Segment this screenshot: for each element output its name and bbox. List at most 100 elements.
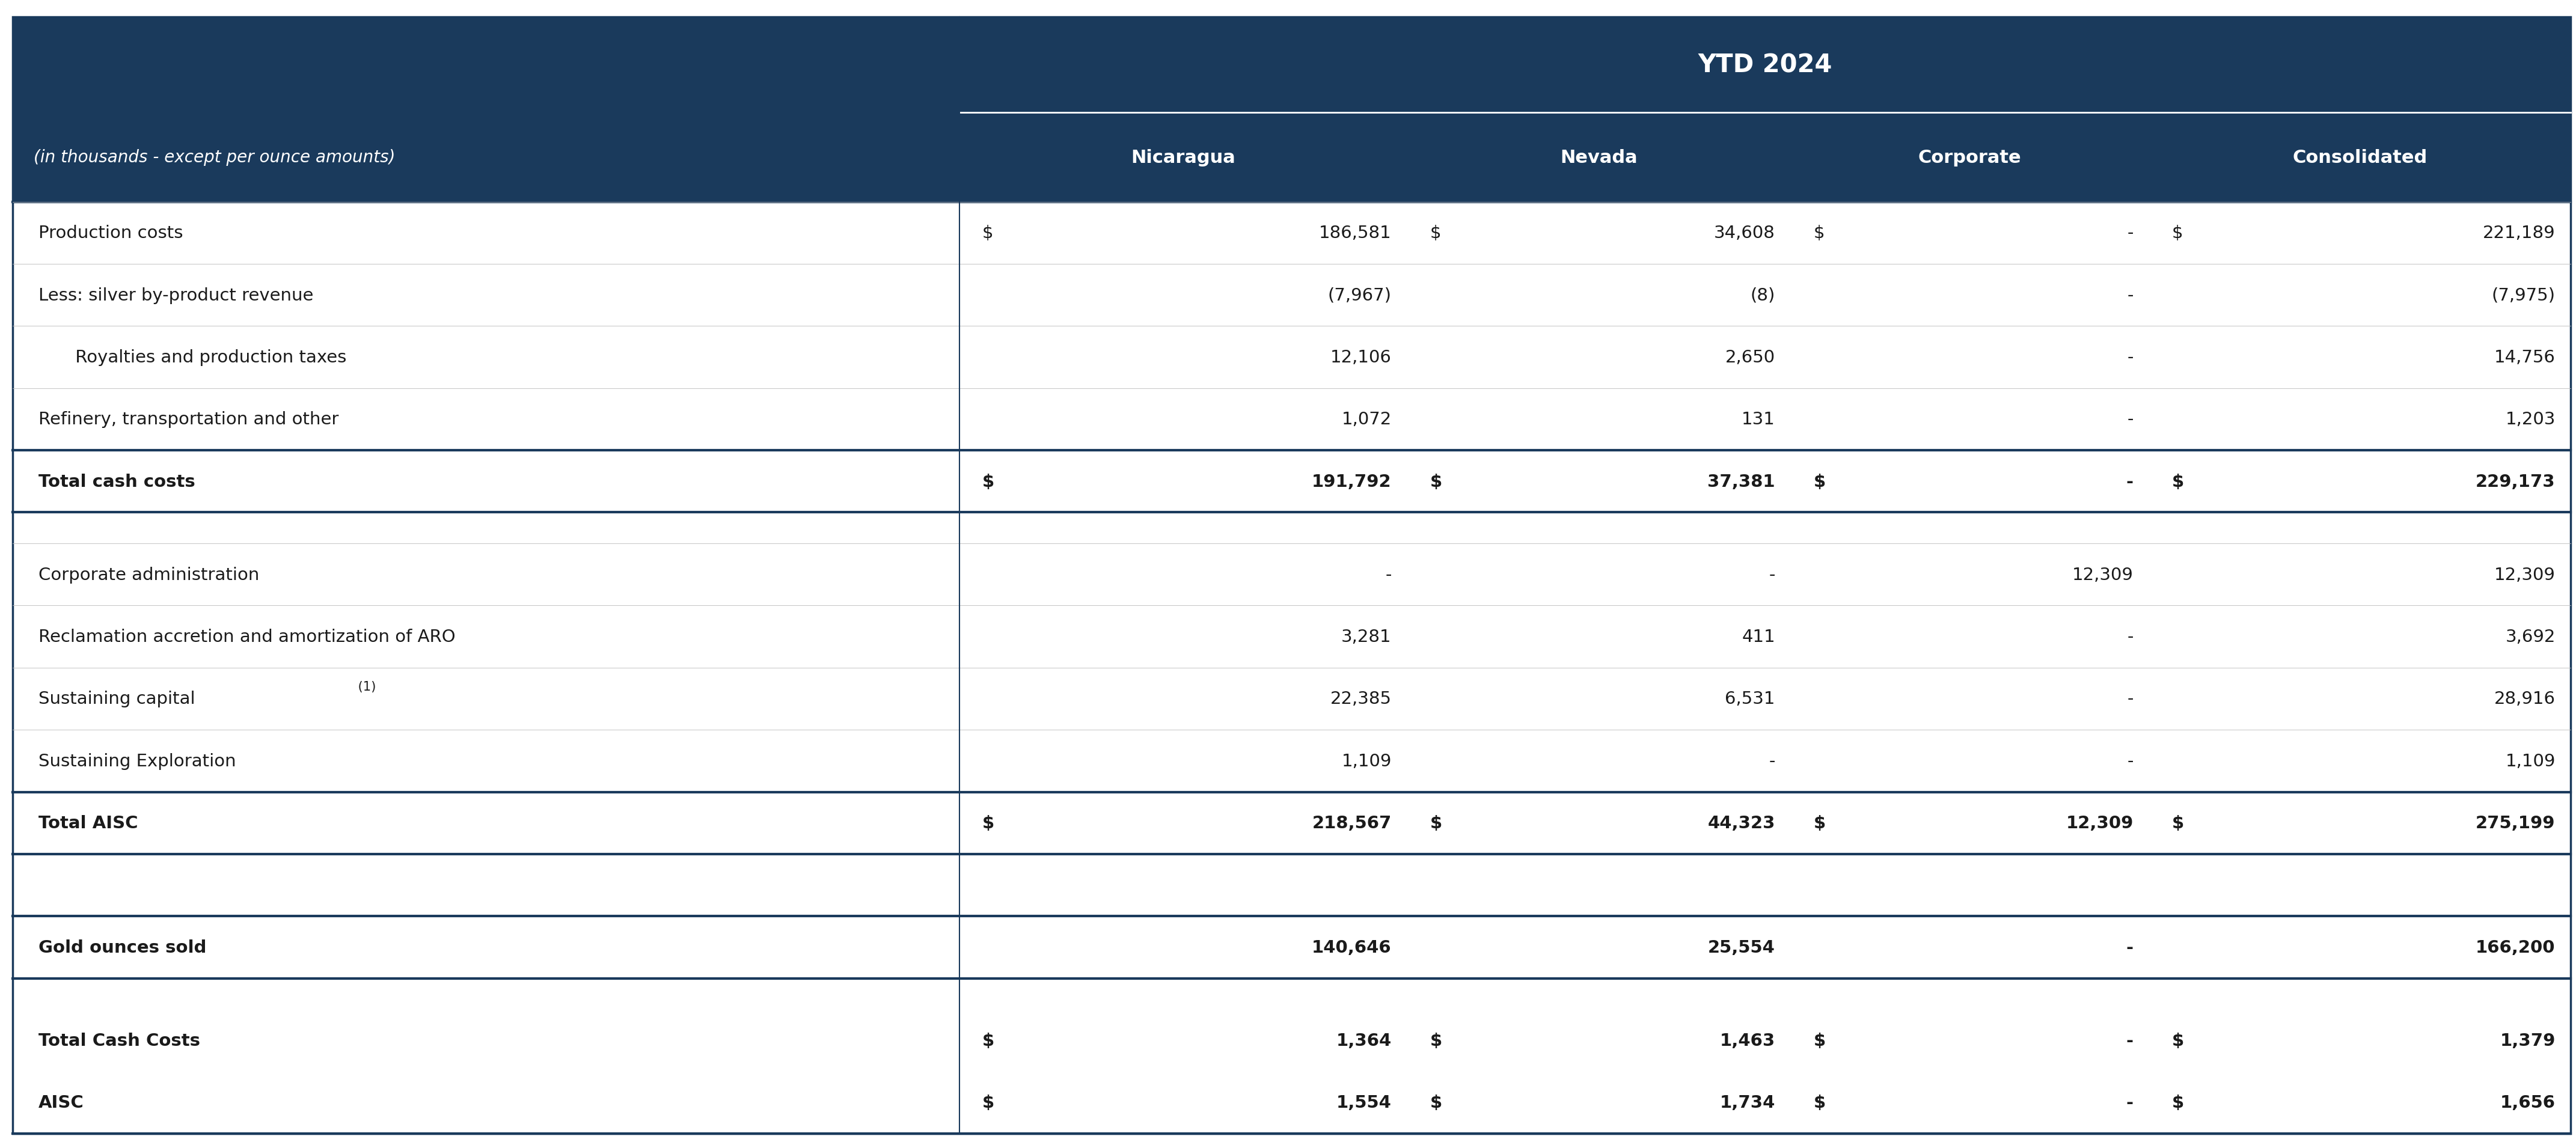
Text: (in thousands - except per ounce amounts): (in thousands - except per ounce amounts… (33, 149, 394, 166)
Text: -: - (2125, 1095, 2133, 1111)
Text: 12,309: 12,309 (2494, 567, 2555, 583)
Text: $: $ (1430, 224, 1440, 242)
Text: 12,309: 12,309 (2066, 815, 2133, 831)
Text: -: - (2128, 690, 2133, 708)
Text: $: $ (1814, 224, 1824, 242)
Text: (7,975): (7,975) (2491, 287, 2555, 303)
Text: Nevada: Nevada (1561, 149, 1638, 166)
Text: 37,381: 37,381 (1708, 473, 1775, 490)
Text: 14,756: 14,756 (2494, 349, 2555, 366)
Text: 275,199: 275,199 (2476, 815, 2555, 831)
Text: Corporate: Corporate (1919, 149, 2022, 166)
Text: 1,734: 1,734 (1721, 1095, 1775, 1111)
Text: $: $ (1814, 815, 1826, 831)
Text: Refinery, transportation and other: Refinery, transportation and other (39, 411, 340, 428)
Text: Consolidated: Consolidated (2293, 149, 2427, 166)
Bar (13, 112, 2571, 203)
Text: -: - (2125, 939, 2133, 956)
Text: -: - (1386, 567, 1391, 583)
Text: 22,385: 22,385 (1329, 690, 1391, 708)
Text: 1,554: 1,554 (1337, 1095, 1391, 1111)
Text: Total cash costs: Total cash costs (39, 473, 196, 490)
Text: -: - (2128, 411, 2133, 428)
Text: Reclamation accretion and amortization of ARO: Reclamation accretion and amortization o… (39, 629, 456, 646)
Text: Total AISC: Total AISC (39, 815, 139, 831)
Text: 229,173: 229,173 (2476, 473, 2555, 490)
Text: 1,463: 1,463 (1721, 1032, 1775, 1049)
Text: -: - (1770, 752, 1775, 769)
Text: Royalties and production taxes: Royalties and production taxes (70, 349, 345, 366)
Text: -: - (2128, 287, 2133, 303)
Text: 191,792: 191,792 (1311, 473, 1391, 490)
Text: 218,567: 218,567 (1311, 815, 1391, 831)
Text: $: $ (1814, 1095, 1826, 1111)
Bar (13, 792, 2571, 854)
Text: 411: 411 (1741, 629, 1775, 646)
Text: -: - (2125, 473, 2133, 490)
Text: $: $ (1430, 473, 1443, 490)
Text: 1,364: 1,364 (1337, 1032, 1391, 1049)
Bar (13, 326, 2571, 388)
Text: (8): (8) (1749, 287, 1775, 303)
Text: Nicaragua: Nicaragua (1131, 149, 1236, 166)
Text: 186,581: 186,581 (1319, 224, 1391, 242)
Bar (13, 451, 2571, 513)
Text: 1,109: 1,109 (2506, 752, 2555, 769)
Text: 166,200: 166,200 (2476, 939, 2555, 956)
Text: $: $ (1814, 473, 1826, 490)
Text: 1,656: 1,656 (2501, 1095, 2555, 1111)
Text: $: $ (2172, 224, 2182, 242)
Text: $: $ (981, 1095, 994, 1111)
Text: 131: 131 (1741, 411, 1775, 428)
Text: $: $ (1430, 1032, 1443, 1049)
Bar (13, 1072, 2571, 1134)
Text: Less: silver by-product revenue: Less: silver by-product revenue (39, 287, 314, 303)
Text: -: - (2128, 224, 2133, 242)
Text: $: $ (981, 815, 994, 831)
Text: (1): (1) (353, 680, 376, 693)
Text: $: $ (1430, 815, 1443, 831)
Text: Sustaining Exploration: Sustaining Exploration (39, 752, 237, 769)
Text: $: $ (2172, 1032, 2184, 1049)
Bar (13, 731, 2571, 792)
Text: $: $ (981, 473, 994, 490)
Bar (13, 606, 2571, 668)
Bar (13, 17, 2571, 112)
Text: 12,106: 12,106 (1329, 349, 1391, 366)
Text: Total Cash Costs: Total Cash Costs (39, 1032, 201, 1049)
Bar (13, 544, 2571, 606)
Text: 34,608: 34,608 (1713, 224, 1775, 242)
Text: -: - (1770, 567, 1775, 583)
Text: -: - (2128, 349, 2133, 366)
Text: AISC: AISC (39, 1095, 85, 1111)
Text: 28,916: 28,916 (2494, 690, 2555, 708)
Text: $: $ (981, 1032, 994, 1049)
Text: -: - (2128, 629, 2133, 646)
Text: 140,646: 140,646 (1311, 939, 1391, 956)
Text: 1,203: 1,203 (2506, 411, 2555, 428)
Bar (13, 668, 2571, 731)
Text: 3,281: 3,281 (1342, 629, 1391, 646)
Bar (13, 916, 2571, 978)
Bar (13, 1010, 2571, 1072)
Text: -: - (2128, 752, 2133, 769)
Text: (7,967): (7,967) (1327, 287, 1391, 303)
Text: 1,379: 1,379 (2499, 1032, 2555, 1049)
Text: Gold ounces sold: Gold ounces sold (39, 939, 206, 956)
Text: YTD 2024: YTD 2024 (1698, 53, 1832, 78)
Text: 3,692: 3,692 (2506, 629, 2555, 646)
Text: 1,109: 1,109 (1342, 752, 1391, 769)
Text: 6,531: 6,531 (1726, 690, 1775, 708)
Text: $: $ (1814, 1032, 1826, 1049)
Text: 25,554: 25,554 (1708, 939, 1775, 956)
Text: Corporate administration: Corporate administration (39, 567, 260, 583)
Text: 44,323: 44,323 (1708, 815, 1775, 831)
Text: $: $ (2172, 815, 2184, 831)
Text: 2,650: 2,650 (1726, 349, 1775, 366)
Text: Production costs: Production costs (39, 224, 183, 242)
Text: 221,189: 221,189 (2483, 224, 2555, 242)
Text: $: $ (1430, 1095, 1443, 1111)
Bar (13, 264, 2571, 326)
Text: $: $ (2172, 473, 2184, 490)
Text: $: $ (2172, 1095, 2184, 1111)
